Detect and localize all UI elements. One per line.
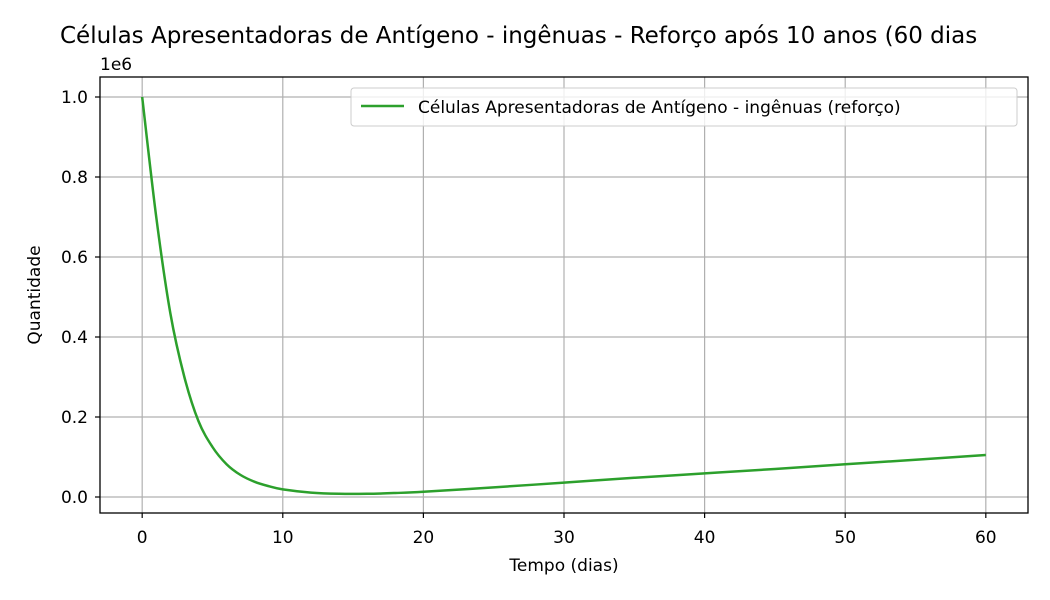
x-axis-label: Tempo (dias) [508, 556, 618, 576]
x-tick-label: 40 [694, 528, 716, 548]
plot-frame [99, 76, 1029, 514]
y-tick-label: 0.4 [61, 328, 88, 348]
y-tick-label: 0.8 [61, 168, 88, 188]
y-axis-label: Quantidade [25, 245, 45, 344]
x-tick-label: 0 [137, 528, 148, 548]
legend-box [350, 87, 1018, 127]
x-axis-ticks: 0 10 20 30 40 50 60 [137, 513, 997, 548]
x-tick-label: 30 [553, 528, 575, 548]
chart-title: Células Apresentadoras de Antígeno - ing… [60, 23, 977, 49]
x-tick-label: 20 [413, 528, 435, 548]
y-tick-label: 0.2 [61, 408, 88, 428]
x-tick-label: 60 [975, 528, 997, 548]
series-line [140, 96, 986, 496]
series-group [140, 96, 986, 496]
y-tick-label: 1.0 [61, 88, 88, 108]
legend-entry-label: Células Apresentadoras de Antígeno - ing… [418, 98, 901, 118]
x-tick-label: 50 [834, 528, 856, 548]
x-tick-label: 10 [272, 528, 294, 548]
y-tick-label: 0.6 [61, 248, 88, 268]
legend: Células Apresentadoras de Antígeno - ing… [350, 87, 1018, 127]
y-tick-label: 0.0 [61, 488, 88, 508]
y-offset-label: 1e6 [100, 55, 132, 75]
grid-lines [100, 77, 1028, 513]
y-axis-ticks: 0.0 0.2 0.4 0.6 0.8 1.0 [61, 88, 100, 508]
